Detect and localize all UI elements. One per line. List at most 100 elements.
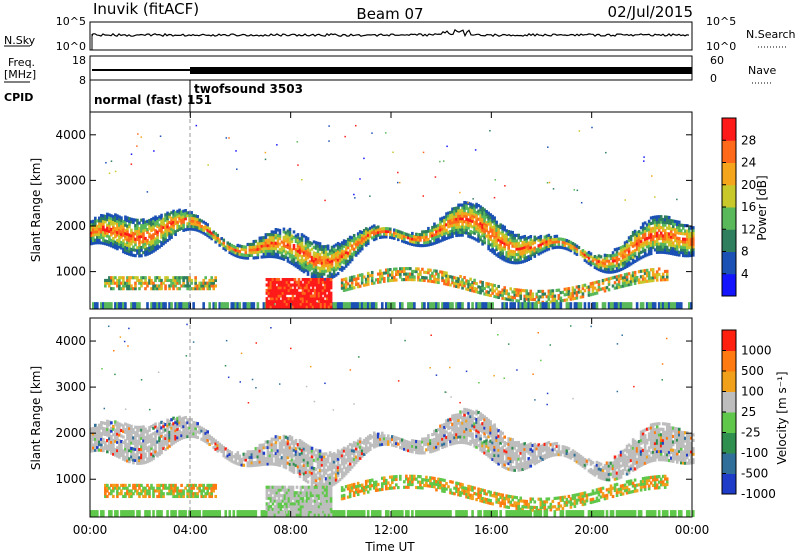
data-cell — [350, 236, 354, 240]
data-cell — [214, 284, 218, 288]
data-cell — [306, 452, 310, 456]
data-cell — [148, 494, 151, 499]
data-cell — [116, 247, 119, 251]
data-cell — [537, 300, 541, 304]
data-cell — [469, 213, 472, 217]
data-cell — [673, 244, 677, 248]
data-cell — [495, 247, 498, 252]
data-cell — [507, 257, 510, 261]
data-cell — [631, 241, 635, 246]
data-cell — [665, 218, 669, 222]
data-cell — [319, 280, 323, 284]
data-cell — [675, 220, 679, 224]
data-cell — [136, 235, 139, 239]
data-cell — [126, 492, 129, 496]
data-cell — [481, 206, 484, 210]
data-cell — [310, 477, 314, 481]
data-cell — [136, 428, 139, 432]
data-cell — [539, 245, 543, 249]
data-cell — [124, 483, 127, 487]
data-cell — [248, 242, 252, 247]
data-cell — [429, 234, 432, 238]
data-cell — [451, 232, 454, 236]
data-cell — [487, 219, 490, 223]
data-cell — [479, 280, 482, 284]
data-cell — [285, 283, 289, 287]
data-cell — [417, 232, 420, 237]
data-cell — [116, 217, 119, 221]
data-cell — [190, 278, 193, 283]
data-cell — [214, 302, 218, 309]
data-cell — [318, 266, 322, 270]
data-cell — [174, 213, 177, 217]
data-cell — [421, 235, 424, 239]
data-cell — [505, 292, 508, 296]
data-cell — [451, 229, 454, 233]
data-cell — [174, 281, 177, 285]
data-cell — [603, 256, 607, 260]
data-cell — [663, 248, 667, 252]
data-cell — [246, 461, 250, 465]
data-cell — [513, 255, 517, 259]
data-cell — [156, 230, 159, 234]
data-cell — [525, 258, 529, 262]
data-cell — [264, 244, 268, 248]
data-cell — [647, 227, 651, 232]
data-cell — [128, 249, 131, 254]
data-cell — [435, 240, 438, 245]
data-cell — [192, 483, 195, 487]
data-cell — [459, 214, 462, 218]
data-cell — [172, 287, 175, 291]
data-cell — [298, 447, 302, 451]
data-cell — [513, 244, 517, 248]
data-cell — [273, 288, 277, 293]
data-cell — [559, 302, 563, 309]
data-cell — [194, 284, 197, 288]
data-cell — [469, 224, 472, 228]
data-cell — [569, 292, 573, 296]
data-cell — [350, 283, 354, 288]
data-cell — [312, 240, 316, 244]
data-cell — [673, 222, 677, 226]
data-cell — [651, 235, 655, 239]
data-cell — [106, 433, 109, 437]
data-cell — [294, 261, 298, 265]
data-cell — [489, 235, 492, 239]
data-cell — [509, 233, 512, 237]
data-cell — [290, 450, 294, 454]
data-cell — [126, 227, 129, 231]
data-cell — [292, 462, 296, 466]
data-cell — [134, 489, 137, 493]
data-cell — [465, 225, 468, 230]
data-cell — [645, 228, 649, 232]
data-cell — [140, 232, 143, 236]
data-cell — [309, 277, 313, 282]
data-cell — [329, 302, 333, 306]
data-cell — [344, 245, 348, 249]
data-cell — [262, 462, 266, 466]
data-cell — [469, 283, 472, 287]
data-cell — [212, 486, 216, 490]
data-cell — [277, 299, 281, 304]
data-cell — [228, 510, 232, 517]
data-cell — [284, 231, 288, 235]
data-cell — [112, 231, 115, 235]
data-cell — [573, 245, 577, 250]
data-cell — [164, 276, 167, 280]
data-cell — [262, 249, 266, 253]
data-cell — [108, 439, 111, 443]
data-cell — [172, 424, 175, 429]
data-cell — [639, 269, 643, 273]
data-cell — [238, 460, 242, 464]
data-cell — [174, 494, 177, 499]
data-cell — [94, 230, 97, 234]
data-cell — [328, 257, 332, 261]
data-cell — [376, 280, 380, 284]
data-cell — [531, 239, 535, 243]
data-cell — [338, 253, 342, 258]
data-cell — [295, 302, 299, 306]
data-cell — [487, 290, 490, 294]
data-cell — [118, 239, 121, 244]
data-cell — [315, 280, 319, 284]
data-cell — [661, 226, 665, 230]
